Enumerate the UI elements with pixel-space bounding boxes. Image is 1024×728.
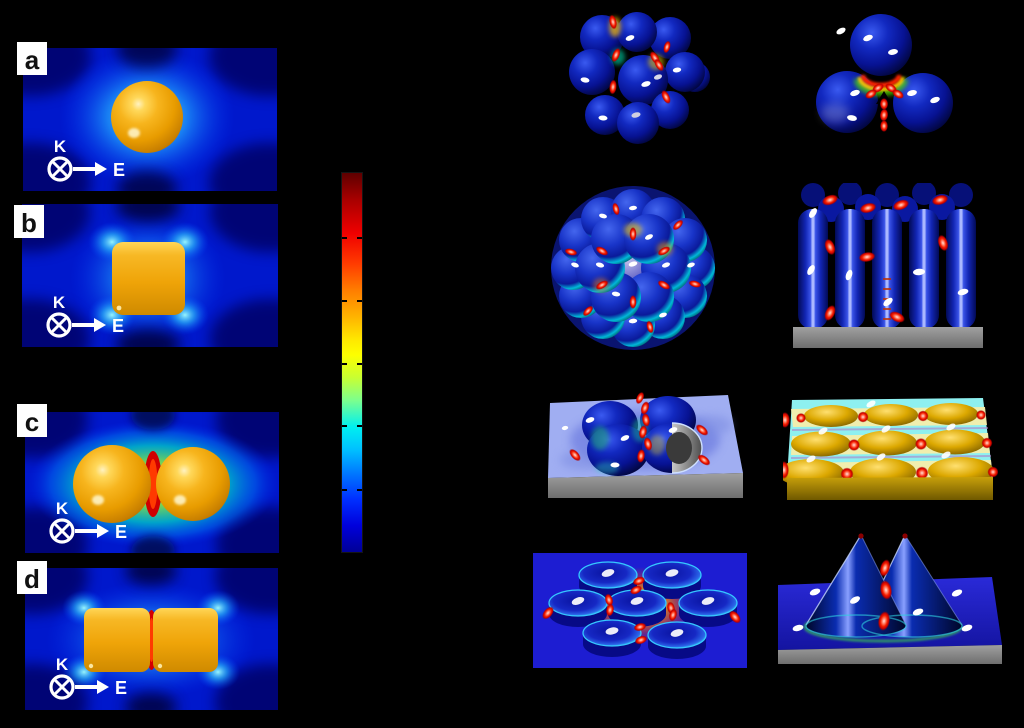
panel-nanocone-dimer [778, 533, 1002, 664]
hotspots [569, 391, 711, 466]
e-label: E [113, 160, 125, 180]
colorbar-tick [357, 362, 362, 365]
panel-gold-bump-array [783, 398, 998, 500]
hotspots [542, 576, 741, 645]
panel-raspberry-cluster [551, 186, 715, 350]
hotspots [608, 14, 671, 104]
nanorods [798, 209, 976, 329]
cone-tip [858, 533, 864, 539]
field-dark-pinch [131, 412, 175, 553]
gold-nanocube-left [84, 608, 150, 672]
k-into-page-icon [46, 312, 72, 338]
k-into-page-icon [49, 518, 75, 544]
field-dark-pinch [125, 568, 177, 710]
hotspots [877, 559, 893, 631]
colorbar-tick [342, 299, 347, 302]
panel-label-b: b [14, 205, 44, 238]
cube-highlight [116, 305, 122, 311]
adsorbed-molecules [561, 417, 678, 468]
wave-vector-annotation: K E [49, 655, 127, 700]
cone-tip [902, 533, 908, 539]
back-rod-caps [801, 183, 973, 222]
colorbar-tick [357, 489, 362, 492]
colorbar-tick [342, 237, 347, 240]
e-label: E [112, 316, 124, 336]
colorbar-tick [357, 237, 362, 240]
adsorbed-molecules [580, 35, 682, 121]
panel-nanorod-array [793, 183, 983, 348]
e-label: E [115, 522, 127, 542]
gold-nanocube [112, 242, 185, 315]
gap-shadow [876, 91, 892, 104]
colorbar-tick [342, 362, 347, 365]
gap-hotspot [144, 451, 162, 517]
panel-sphere-trimer [816, 14, 953, 133]
slab-front [778, 645, 1002, 664]
slab-front [548, 473, 743, 498]
ladder-rungs [883, 278, 891, 320]
panel-d-field-map: K E [25, 568, 278, 710]
colorbar-tick [342, 489, 347, 492]
wave-vector-annotation: K E [49, 499, 127, 544]
colorbar-tick [357, 425, 362, 428]
cube-highlight [157, 663, 163, 669]
adsorbed-molecules [836, 27, 940, 121]
colorbar [341, 172, 363, 553]
cutaway-hemisphere [666, 422, 703, 474]
gold-nanosphere-left [73, 445, 151, 523]
colorbar-tick [342, 425, 347, 428]
colorbar-tick [357, 299, 362, 302]
field-dark-pinch [116, 204, 180, 347]
substrate [793, 327, 983, 348]
panel-a-field-map: K E [23, 48, 277, 191]
adsorbed-molecules [792, 588, 973, 632]
field-dark-pinch [117, 48, 177, 191]
slab-front [787, 477, 993, 500]
hotspots [783, 410, 998, 481]
hemispheres [582, 396, 702, 476]
hotspots [564, 202, 702, 334]
e-label: E [115, 678, 127, 698]
hotspots [865, 83, 904, 132]
panel-b-field-map: K E [22, 204, 278, 347]
sphere-highlight [128, 128, 140, 138]
panel-label-d: d [17, 561, 47, 594]
wave-vector-annotation: K E [47, 137, 125, 182]
k-label: K [56, 499, 69, 518]
adsorbed-molecules [571, 205, 695, 324]
k-label: K [56, 655, 69, 674]
adsorbed-molecules [807, 208, 969, 307]
panel-c-field-map: K E [25, 412, 279, 553]
nanodiscs [548, 561, 738, 659]
nanocones [805, 533, 963, 638]
panel-label-a: a [17, 42, 47, 75]
panel-hemisphere-cluster [548, 391, 743, 498]
gold-nanosphere [111, 81, 183, 153]
nanospheres [569, 12, 710, 144]
k-into-page-icon [47, 156, 73, 182]
gold-nanosphere-right [156, 447, 230, 521]
adsorbed-molecules [571, 569, 715, 637]
k-into-page-icon [49, 674, 75, 700]
gold-bumps [783, 403, 994, 487]
field-vignette [22, 204, 278, 347]
panel-sphere-aggregate [569, 12, 710, 144]
panel-label-c: c [17, 404, 47, 437]
k-label: K [54, 137, 67, 156]
gold-nanocube-right [153, 608, 218, 672]
wave-vector-annotation: K E [46, 293, 124, 338]
sphere-highlight [174, 495, 186, 505]
panel-nanodisc-array [533, 553, 747, 668]
hotspots [821, 194, 949, 323]
k-label: K [53, 293, 66, 312]
sphere-highlight [92, 495, 104, 505]
cube-highlight [88, 663, 94, 669]
